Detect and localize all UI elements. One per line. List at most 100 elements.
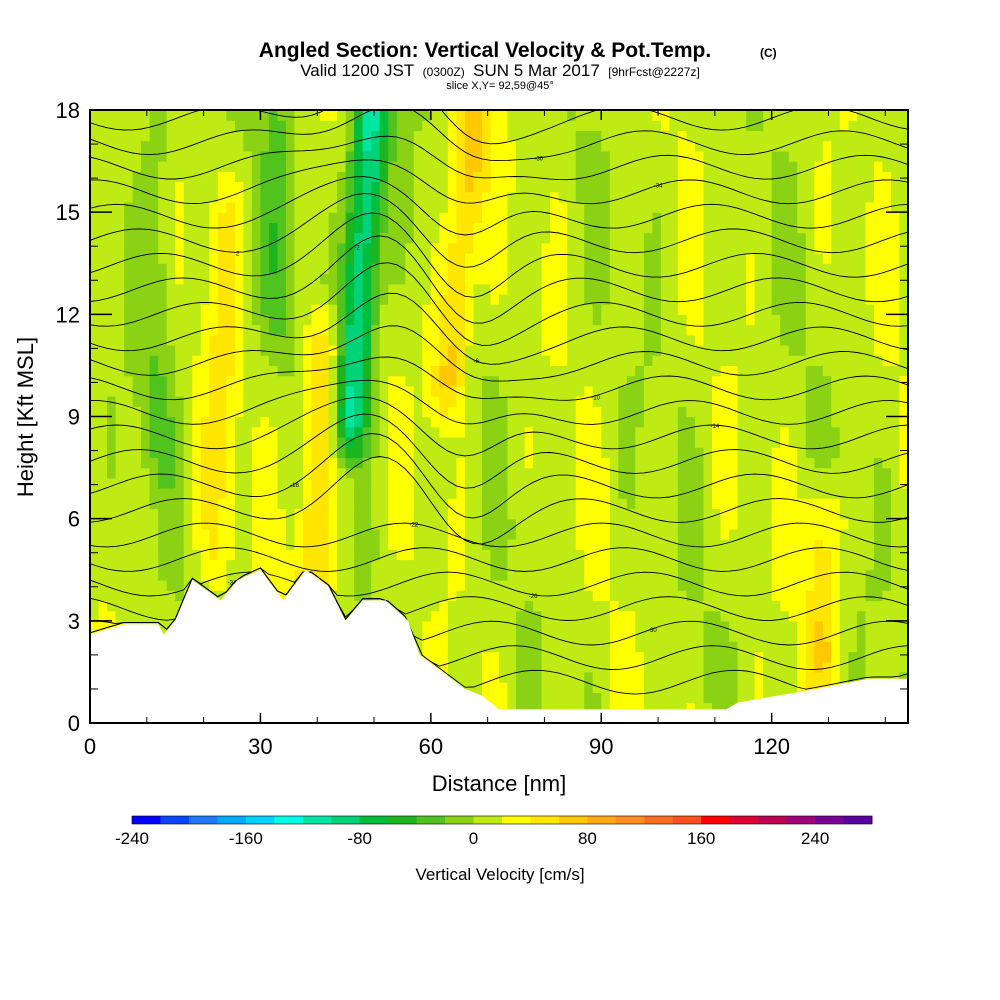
heat-cell	[234, 426, 245, 438]
heat-cell	[320, 467, 330, 479]
heat-cell	[209, 232, 219, 244]
heat-cell	[388, 426, 398, 438]
heat-cell	[362, 365, 372, 377]
heat-cell	[149, 365, 159, 377]
heat-cell	[626, 375, 636, 387]
heat-cell	[183, 171, 193, 183]
heat-cell	[379, 293, 389, 305]
heat-cell	[430, 518, 440, 530]
heat-cell	[209, 345, 219, 356]
heat-cell	[584, 488, 594, 499]
heat-cell	[277, 426, 287, 438]
heat-cell	[422, 110, 432, 121]
heat-cell	[575, 242, 585, 254]
heat-cell	[499, 610, 509, 622]
heat-cell	[243, 355, 253, 367]
heat-cell	[703, 283, 713, 295]
heat-cell	[268, 263, 279, 275]
heat-cell	[166, 467, 176, 479]
heat-cell	[490, 539, 500, 550]
heat-cell	[669, 477, 679, 489]
heat-cell	[652, 447, 662, 459]
heat-cell	[490, 467, 500, 479]
heat-cell	[183, 396, 193, 407]
heat-cell	[260, 263, 270, 275]
heat-cell	[677, 457, 688, 469]
heat-cell	[729, 396, 739, 407]
heat-cell	[601, 600, 611, 612]
heat-cell	[533, 161, 543, 172]
heat-cell	[703, 181, 713, 193]
heat-cell	[567, 253, 577, 264]
heat-cell	[754, 253, 764, 264]
heat-cell	[422, 457, 432, 469]
heat-cell	[550, 263, 560, 275]
heat-cell	[754, 661, 764, 673]
heat-cell	[558, 110, 568, 121]
heat-cell	[422, 191, 432, 203]
heat-cell	[712, 580, 722, 591]
heat-cell	[132, 222, 142, 234]
heat-cell	[754, 528, 764, 540]
heat-cell	[473, 488, 483, 499]
heat-cell	[558, 396, 568, 407]
heat-cell	[746, 110, 756, 121]
heat-cell	[729, 436, 739, 448]
heat-cell	[652, 661, 662, 673]
heat-cell	[413, 263, 423, 275]
heat-cell	[243, 528, 253, 540]
heat-cell	[439, 345, 449, 356]
heat-cell	[686, 702, 696, 714]
heat-cell	[286, 406, 296, 418]
heat-cell	[754, 242, 764, 254]
heat-cell	[243, 212, 253, 224]
heat-cell	[234, 549, 245, 561]
heat-cell	[209, 447, 219, 459]
heat-cell	[780, 436, 790, 448]
heat-cell	[456, 590, 466, 602]
heat-cell	[149, 549, 159, 561]
heat-cell	[430, 161, 440, 172]
heat-cell	[294, 436, 304, 448]
heat-cell	[635, 334, 645, 346]
heat-cell	[337, 416, 347, 428]
heat-cell	[652, 334, 662, 346]
heat-cell	[243, 559, 253, 571]
heat-cell	[354, 488, 364, 499]
heat-cell	[660, 222, 671, 234]
heat-cell	[405, 273, 415, 285]
heat-cell	[490, 171, 500, 183]
heat-cell	[328, 293, 338, 305]
heat-cell	[430, 212, 440, 224]
heat-cell	[260, 416, 270, 428]
heat-cell	[592, 181, 602, 193]
heat-cell	[405, 447, 415, 459]
heat-cell	[260, 447, 270, 459]
heat-cell	[286, 426, 296, 438]
heat-cell	[413, 345, 423, 356]
heat-cell	[456, 518, 466, 530]
heat-cell	[413, 396, 423, 407]
heat-cell	[677, 232, 688, 244]
heat-cell	[141, 324, 151, 336]
heat-cell	[746, 518, 756, 530]
heat-cell	[618, 191, 628, 203]
heat-cell	[729, 620, 739, 632]
heat-cell	[192, 447, 202, 459]
heat-cell	[328, 253, 338, 264]
heat-cell	[780, 518, 790, 530]
heat-cell	[677, 406, 688, 418]
heat-cell	[643, 549, 654, 561]
heat-cell	[618, 202, 628, 213]
heat-cell	[677, 416, 688, 428]
heat-cell	[90, 355, 100, 367]
heat-cell	[183, 488, 193, 499]
heat-cell	[763, 345, 773, 356]
heat-cell	[524, 682, 534, 693]
heat-cell	[456, 345, 466, 356]
heat-cell	[439, 406, 449, 418]
heat-cell	[507, 202, 517, 213]
heat-cell	[362, 130, 372, 142]
heat-cell	[720, 457, 730, 469]
heat-cell	[771, 682, 781, 693]
